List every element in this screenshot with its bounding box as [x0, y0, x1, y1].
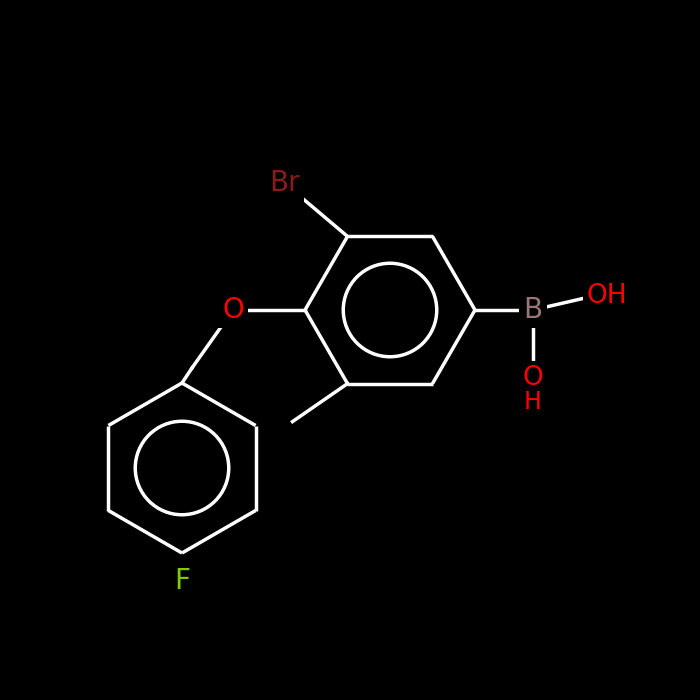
Text: O: O: [523, 365, 543, 391]
Text: O: O: [222, 296, 244, 324]
Text: B: B: [524, 296, 542, 324]
Text: Br: Br: [270, 169, 300, 197]
Text: H: H: [524, 390, 542, 414]
Text: F: F: [174, 567, 190, 595]
Text: OH: OH: [587, 283, 627, 309]
